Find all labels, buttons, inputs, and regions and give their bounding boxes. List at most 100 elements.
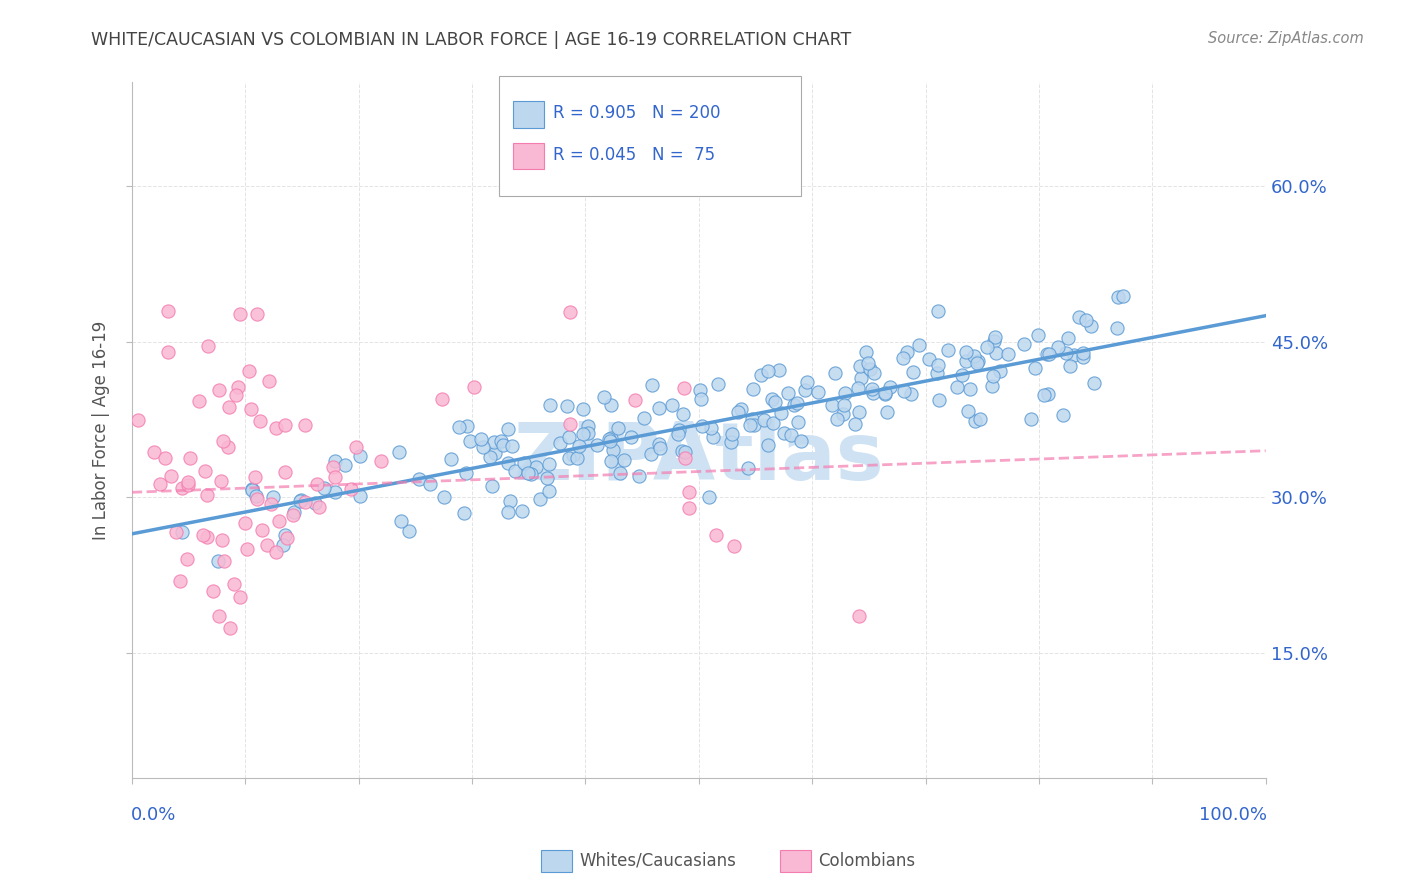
Point (862, 385, 884, 400)
Point (918, 351, 941, 366)
Point (482, 434, 505, 449)
Text: R = 0.045   N =  75: R = 0.045 N = 75 (553, 146, 714, 164)
Point (177, 475, 200, 490)
Point (218, 621, 240, 635)
Point (668, 423, 690, 437)
Point (893, 384, 915, 399)
Point (264, 545, 287, 559)
Point (308, 500, 330, 515)
Point (956, 404, 979, 418)
Point (756, 438, 779, 452)
Point (640, 447, 662, 461)
Point (430, 392, 453, 406)
Point (1032, 387, 1054, 401)
Point (323, 484, 346, 499)
Point (143, 445, 166, 459)
Point (946, 380, 969, 394)
Point (340, 482, 363, 496)
Point (323, 470, 346, 484)
Point (576, 419, 599, 434)
Point (907, 338, 929, 352)
Point (195, 488, 218, 502)
Point (283, 505, 305, 519)
Point (855, 345, 877, 359)
Point (832, 408, 855, 422)
Point (1071, 350, 1094, 364)
Point (557, 451, 579, 466)
Point (844, 417, 866, 431)
Point (689, 383, 711, 397)
Point (177, 477, 200, 491)
Point (472, 440, 495, 454)
Point (599, 431, 621, 445)
Point (793, 384, 815, 398)
Point (246, 491, 269, 506)
Point (807, 385, 830, 400)
Point (821, 399, 844, 413)
Point (550, 435, 572, 450)
Point (761, 392, 783, 406)
Point (1024, 360, 1046, 375)
Point (238, 364, 260, 378)
Point (170, 525, 193, 540)
Point (209, 474, 232, 488)
Point (754, 412, 776, 426)
Point (156, 304, 179, 318)
Point (305, 477, 328, 491)
Point (312, 481, 335, 495)
Point (499, 493, 522, 508)
Point (240, 482, 263, 496)
Point (267, 514, 290, 528)
Point (276, 531, 298, 545)
Point (891, 351, 914, 366)
Point (661, 399, 683, 413)
Point (984, 329, 1007, 343)
Point (226, 380, 249, 394)
Point (749, 368, 772, 382)
Point (756, 364, 779, 378)
Point (387, 445, 409, 459)
Point (1059, 359, 1081, 374)
Point (294, 495, 316, 509)
Point (558, 429, 581, 443)
Point (678, 485, 700, 500)
Point (966, 354, 988, 368)
Point (165, 525, 187, 540)
Point (456, 418, 478, 433)
Point (516, 467, 538, 481)
Point (536, 471, 558, 485)
Point (294, 418, 316, 433)
Point (786, 395, 808, 409)
Point (208, 608, 231, 623)
Point (860, 382, 883, 396)
Point (290, 494, 312, 508)
Point (537, 483, 560, 498)
Point (848, 609, 870, 624)
Point (862, 366, 884, 380)
Point (593, 390, 616, 404)
Point (927, 304, 949, 318)
Point (447, 419, 470, 434)
Point (988, 364, 1011, 378)
Point (349, 490, 371, 504)
Point (846, 381, 869, 395)
Point (349, 450, 371, 464)
Point (484, 446, 506, 460)
Text: R = 0.905   N = 200: R = 0.905 N = 200 (553, 104, 720, 122)
Text: WHITE/CAUCASIAN VS COLOMBIAN IN LABOR FORCE | AGE 16-19 CORRELATION CHART: WHITE/CAUCASIAN VS COLOMBIAN IN LABOR FO… (91, 31, 852, 49)
Point (620, 430, 643, 444)
Point (212, 434, 235, 449)
Point (1069, 310, 1091, 324)
Point (707, 377, 730, 392)
Point (170, 481, 193, 495)
Point (648, 437, 671, 451)
Point (599, 434, 621, 448)
Point (496, 457, 519, 471)
Point (281, 508, 304, 523)
Point (876, 405, 898, 419)
Point (769, 406, 792, 420)
Point (1074, 313, 1097, 327)
Point (1054, 346, 1077, 360)
Point (225, 388, 247, 402)
Point (950, 368, 973, 382)
